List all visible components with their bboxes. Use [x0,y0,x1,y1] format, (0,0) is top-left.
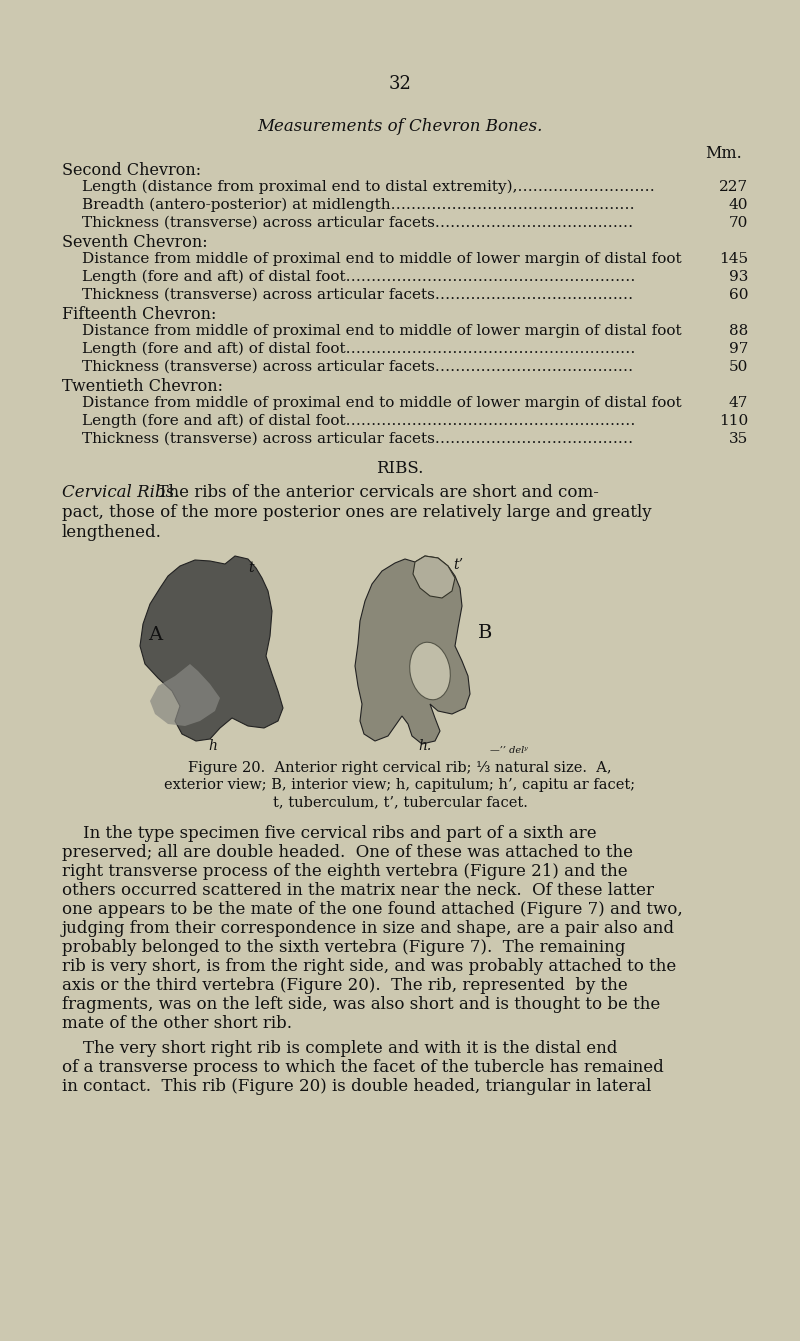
Text: Seventh Chevron:: Seventh Chevron: [62,233,208,251]
Text: 50: 50 [729,359,748,374]
Text: 93: 93 [729,270,748,284]
Text: Distance from middle of proximal end to middle of lower margin of distal foot: Distance from middle of proximal end to … [82,252,682,266]
Text: 227: 227 [719,180,748,194]
Text: rib is very short, is from the right side, and was probably attached to the: rib is very short, is from the right sid… [62,957,676,975]
PathPatch shape [150,664,220,725]
Text: Distance from middle of proximal end to middle of lower margin of distal foot: Distance from middle of proximal end to … [82,396,682,410]
Text: one appears to be the mate of the one found attached (Figure 7) and two,: one appears to be the mate of the one fo… [62,901,682,919]
Text: 60: 60 [729,288,748,302]
Text: B: B [478,624,492,642]
Text: in contact.  This rib (Figure 20) is double headed, triangular in lateral: in contact. This rib (Figure 20) is doub… [62,1078,651,1096]
Text: Length (fore and aft) of distal foot…………………………………………………: Length (fore and aft) of distal foot…………… [82,342,635,357]
Text: A: A [148,626,162,644]
Text: t, tuberculum, t’, tubercular facet.: t, tuberculum, t’, tubercular facet. [273,795,527,809]
Text: others occurred scattered in the matrix near the neck.  Of these latter: others occurred scattered in the matrix … [62,882,654,898]
Text: judging from their correspondence in size and shape, are a pair also and: judging from their correspondence in siz… [62,920,675,937]
Text: Fifteenth Chevron:: Fifteenth Chevron: [62,306,216,323]
Text: Cervical Ribs.: Cervical Ribs. [62,484,179,502]
Text: Figure 20.  Anterior right cervical rib; ⅓ natural size.  A,: Figure 20. Anterior right cervical rib; … [188,760,612,775]
Text: RIBS.: RIBS. [376,460,424,477]
Text: 88: 88 [729,325,748,338]
Text: pact, those of the more posterior ones are relatively large and greatly: pact, those of the more posterior ones a… [62,504,652,522]
Text: In the type specimen five cervical ribs and part of a sixth are: In the type specimen five cervical ribs … [62,825,597,842]
Text: —’’ delʸ: —’’ delʸ [490,746,528,755]
PathPatch shape [355,557,470,744]
Text: 40: 40 [729,198,748,212]
Text: axis or the third vertebra (Figure 20).  The rib, represented  by the: axis or the third vertebra (Figure 20). … [62,978,628,994]
Text: Thickness (transverse) across articular facets…………………………………: Thickness (transverse) across articular … [82,216,633,231]
Text: Breadth (antero-posterior) at midlength…………………………………………: Breadth (antero-posterior) at midlength…… [82,198,634,212]
Text: The very short right rib is complete and with it is the distal end: The very short right rib is complete and… [62,1041,618,1057]
Text: h: h [208,739,217,754]
Text: Thickness (transverse) across articular facets…………………………………: Thickness (transverse) across articular … [82,432,633,447]
Text: t’: t’ [453,558,463,573]
Text: Mm.: Mm. [706,145,742,162]
Text: Twentieth Chevron:: Twentieth Chevron: [62,378,223,396]
Text: probably belonged to the sixth vertebra (Figure 7).  The remaining: probably belonged to the sixth vertebra … [62,939,626,956]
Text: 70: 70 [729,216,748,231]
Text: 32: 32 [389,75,411,93]
Text: Second Chevron:: Second Chevron: [62,162,201,178]
Text: The ribs of the anterior cervicals are short and com-: The ribs of the anterior cervicals are s… [147,484,599,502]
Text: exterior view; B, interior view; h, capitulum; h’, capitu ar facet;: exterior view; B, interior view; h, capi… [165,778,635,793]
PathPatch shape [140,557,283,742]
Text: Thickness (transverse) across articular facets…………………………………: Thickness (transverse) across articular … [82,288,633,302]
Text: 110: 110 [718,414,748,428]
Text: 145: 145 [719,252,748,266]
Text: 97: 97 [729,342,748,355]
Text: fragments, was on the left side, was also short and is thought to be the: fragments, was on the left side, was als… [62,996,660,1012]
PathPatch shape [413,557,455,598]
Text: Length (distance from proximal end to distal extremity),………………………: Length (distance from proximal end to di… [82,180,654,194]
Text: Measurements of Chevron Bones.: Measurements of Chevron Bones. [258,118,542,135]
Text: of a transverse process to which the facet of the tubercle has remained: of a transverse process to which the fac… [62,1059,664,1075]
Text: lengthened.: lengthened. [62,524,162,540]
Text: 47: 47 [729,396,748,410]
Text: Length (fore and aft) of distal foot…………………………………………………: Length (fore and aft) of distal foot…………… [82,414,635,428]
Text: mate of the other short rib.: mate of the other short rib. [62,1015,292,1033]
Ellipse shape [410,642,450,700]
Text: preserved; all are double headed.  One of these was attached to the: preserved; all are double headed. One of… [62,843,633,861]
Text: h.: h. [418,739,431,754]
Text: t: t [248,561,254,575]
Text: Thickness (transverse) across articular facets…………………………………: Thickness (transverse) across articular … [82,359,633,374]
Text: Distance from middle of proximal end to middle of lower margin of distal foot: Distance from middle of proximal end to … [82,325,682,338]
Text: right transverse process of the eighth vertebra (Figure 21) and the: right transverse process of the eighth v… [62,864,628,880]
Text: 35: 35 [729,432,748,447]
Text: Length (fore and aft) of distal foot…………………………………………………: Length (fore and aft) of distal foot…………… [82,270,635,284]
